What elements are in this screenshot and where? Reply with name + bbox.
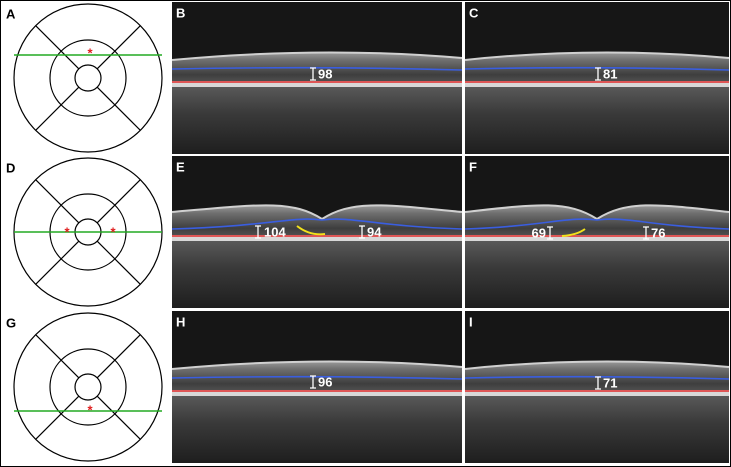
grid-ring bbox=[13, 3, 163, 153]
grid-spoke bbox=[96, 240, 141, 285]
caliper bbox=[310, 375, 316, 389]
panel-label: A bbox=[6, 6, 16, 21]
choroid bbox=[465, 240, 729, 308]
grid-spoke bbox=[35, 25, 80, 70]
asterisk: * bbox=[87, 402, 93, 417]
rpe-band bbox=[465, 81, 729, 87]
rpe-band bbox=[465, 235, 729, 241]
caliper bbox=[547, 226, 553, 240]
thickness-label: 81 bbox=[603, 66, 617, 81]
retina-surface bbox=[464, 360, 730, 370]
retina-surface bbox=[171, 51, 463, 61]
inner-boundary bbox=[171, 66, 463, 71]
panel-label: F bbox=[469, 159, 477, 174]
panel-label: G bbox=[6, 315, 16, 330]
thickness-label: 71 bbox=[603, 375, 617, 390]
choroid bbox=[172, 86, 462, 154]
rpe-band bbox=[465, 390, 729, 396]
rpe-band bbox=[172, 390, 462, 396]
grid-spoke bbox=[35, 334, 80, 379]
asterisk: * bbox=[87, 45, 93, 60]
retina bbox=[172, 205, 462, 238]
grid-spoke bbox=[35, 240, 80, 285]
caliper bbox=[643, 226, 649, 240]
panel-label: D bbox=[6, 160, 15, 175]
rpe-band bbox=[172, 235, 462, 241]
thickness-label: 98 bbox=[318, 66, 332, 81]
caliper bbox=[595, 67, 601, 81]
choroid bbox=[172, 240, 462, 308]
retina-surface bbox=[464, 204, 730, 221]
thickness-label: 94 bbox=[367, 224, 382, 239]
diagram-bg bbox=[2, 311, 168, 463]
caliper bbox=[359, 225, 365, 239]
panel-label: E bbox=[176, 159, 185, 174]
ellipsoid-gap bbox=[561, 228, 586, 237]
caliper bbox=[595, 376, 601, 390]
grid-spoke bbox=[96, 25, 141, 70]
grid-spoke bbox=[96, 334, 141, 379]
panel-label: B bbox=[176, 5, 185, 20]
asterisk: * bbox=[110, 224, 116, 239]
diagram-bg bbox=[2, 2, 168, 154]
panel-label: C bbox=[469, 5, 479, 20]
grid-ring bbox=[74, 64, 102, 92]
grid-spoke bbox=[96, 86, 141, 131]
rpe-band bbox=[172, 81, 462, 87]
caliper bbox=[310, 67, 316, 81]
thickness-label: 76 bbox=[651, 225, 665, 240]
inner-boundary bbox=[171, 375, 463, 380]
grid-spoke bbox=[35, 395, 80, 440]
grid-spoke bbox=[35, 179, 80, 224]
panel-label: I bbox=[469, 314, 473, 329]
thickness-label: 96 bbox=[318, 374, 332, 389]
grid-spoke bbox=[96, 179, 141, 224]
retina-surface bbox=[464, 51, 730, 61]
asterisk: * bbox=[64, 224, 70, 239]
panel-label: H bbox=[176, 314, 185, 329]
caliper bbox=[255, 225, 261, 239]
retina-surface bbox=[171, 204, 463, 221]
grid-ring bbox=[74, 373, 102, 401]
retina bbox=[465, 205, 729, 238]
grid-ring bbox=[49, 348, 127, 426]
grid-spoke bbox=[35, 86, 80, 131]
ellipsoid-gap bbox=[296, 225, 326, 236]
choroid bbox=[465, 86, 729, 154]
choroid bbox=[172, 395, 462, 463]
inner-boundary bbox=[171, 218, 463, 230]
retina-surface bbox=[171, 360, 463, 370]
grid-ring bbox=[49, 39, 127, 117]
grid-ring bbox=[13, 312, 163, 462]
thickness-label: 69 bbox=[532, 225, 546, 240]
inner-boundary bbox=[464, 218, 730, 230]
grid-spoke bbox=[96, 395, 141, 440]
thickness-label: 104 bbox=[264, 224, 286, 239]
choroid bbox=[465, 395, 729, 463]
